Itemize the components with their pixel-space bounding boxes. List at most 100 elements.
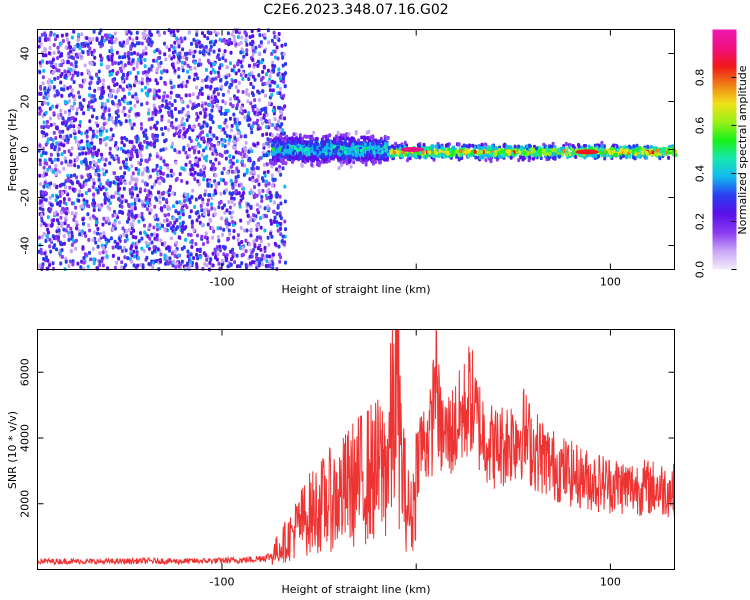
spectrogram-cell — [210, 108, 214, 113]
spectrogram-cell — [259, 117, 263, 121]
spectrogram-cell — [236, 103, 239, 107]
spectrogram-cell — [49, 152, 53, 157]
spectrogram-cell — [115, 260, 119, 265]
spectrogram-cell — [239, 226, 243, 230]
spectrogram-cell — [173, 40, 177, 45]
spectrogram-cell — [181, 65, 185, 70]
spectrogram-cell — [232, 235, 236, 240]
spectrogram-cell — [283, 116, 286, 121]
spectrogram-cell — [44, 53, 48, 58]
spectrogram-cell — [127, 61, 131, 65]
spectrogram-cell — [271, 252, 275, 257]
spectrogram-cell — [98, 31, 102, 36]
spectrogram-cell — [238, 201, 242, 206]
spectrogram-cell — [251, 48, 255, 53]
spectrogram-cell — [276, 228, 280, 233]
spectrogram-cell — [228, 205, 232, 210]
spectrogram-cell — [224, 75, 228, 80]
spectrogram-cell — [48, 263, 52, 268]
spectrogram-cell — [160, 117, 164, 122]
spectrogram-cell — [147, 88, 151, 93]
spectrogram-cell — [249, 233, 253, 238]
spectrogram-cell — [602, 144, 606, 149]
spectrogram-cell — [76, 261, 80, 266]
spectrogram-cell — [92, 192, 96, 197]
spectrogram-cell — [103, 33, 107, 38]
spectrogram-cell — [267, 40, 270, 45]
spectrogram-cell — [264, 93, 268, 98]
spectrogram-cell — [90, 99, 94, 104]
spectrogram-cell — [365, 130, 369, 135]
spectrogram-cell — [127, 153, 131, 158]
spectrogram-cell — [136, 99, 140, 104]
spectrogram-cell — [105, 254, 109, 259]
spectrogram-cell — [92, 108, 96, 112]
spectrogram-cell — [219, 177, 223, 182]
spectrogram-cell — [77, 32, 81, 37]
spectrogram-cell — [236, 237, 240, 242]
spectrogram-cell — [202, 107, 206, 112]
spectrogram-cell — [72, 124, 76, 129]
spectrogram-cell — [186, 254, 190, 259]
spectrogram-cell — [163, 256, 167, 261]
spectrogram-cell — [130, 51, 134, 56]
spectrogram-cell — [189, 259, 193, 264]
spectrogram-cell — [209, 137, 213, 142]
spectrogram-cell — [118, 198, 122, 203]
spectrogram-cell — [221, 232, 224, 237]
spectrogram-cell — [279, 201, 283, 206]
spectrogram-cell — [219, 226, 222, 231]
spectrogram-cell — [234, 79, 238, 83]
spectrogram-cell — [127, 91, 131, 96]
spectrogram-cell — [192, 77, 196, 82]
spectrogram-cell — [155, 138, 159, 143]
spectrogram-cell — [145, 182, 149, 187]
spectrogram-cell — [175, 240, 178, 245]
spectrogram-cell — [97, 158, 101, 163]
spectrogram-cell — [153, 232, 156, 237]
spectrogram-cell — [135, 61, 139, 66]
spectrogram-cell — [240, 35, 244, 40]
spectrogram-cell — [49, 32, 53, 37]
spectrogram-cell — [140, 211, 144, 216]
spectrogram-cell — [69, 152, 73, 157]
spectrogram-cell — [244, 238, 248, 243]
spectrogram-cell — [187, 114, 191, 119]
spectrogram-cell — [245, 52, 249, 57]
spectrogram-cell — [39, 84, 42, 89]
spectrogram-cell — [111, 35, 115, 40]
spectrogram-cell — [242, 191, 246, 196]
spectrogram-cell — [41, 81, 45, 86]
spectrogram-cell — [154, 108, 158, 113]
spectrogram-cell — [126, 149, 130, 154]
spectrogram-cell — [153, 49, 157, 54]
spectrogram-cell — [191, 167, 195, 172]
spectrogram-cell — [191, 145, 194, 150]
spectrogram-cell — [216, 226, 220, 231]
spectrogram-cell — [63, 75, 67, 80]
spectrogram-cell — [62, 197, 66, 202]
spectrogram-cell — [245, 88, 249, 93]
spectrogram-cell — [53, 147, 57, 152]
spectrogram-cell — [124, 199, 128, 204]
spectrogram-cell — [270, 38, 274, 43]
spectrogram-cell — [261, 188, 265, 193]
spectrogram-cell — [307, 134, 311, 139]
spectrogram-cell — [228, 231, 232, 236]
spectrogram-cell — [209, 70, 213, 75]
spectrogram-cell — [218, 248, 222, 253]
spectrogram-cell — [268, 254, 272, 259]
spectrogram-cell — [232, 34, 236, 39]
spectrogram-cell — [183, 36, 187, 41]
spectrogram-cell — [237, 81, 241, 85]
spectrogram-cell — [41, 173, 45, 178]
spectrogram-cell — [66, 223, 70, 228]
spectrogram-cell — [107, 85, 111, 90]
spectrogram-cell — [167, 47, 171, 52]
spectrogram-cell — [234, 85, 238, 90]
spectrogram-cell — [138, 149, 142, 154]
spectrogram-cell — [37, 249, 41, 254]
spectrogram-cell — [169, 90, 173, 95]
spectrogram-cell — [143, 167, 147, 172]
